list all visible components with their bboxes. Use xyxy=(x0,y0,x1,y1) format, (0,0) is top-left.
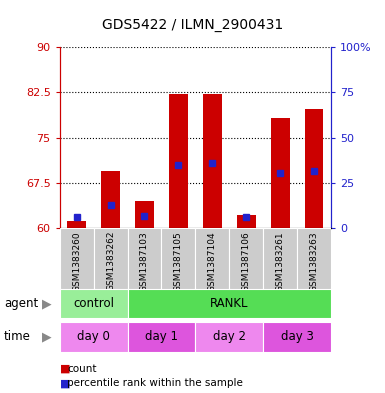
Text: ▶: ▶ xyxy=(42,297,52,310)
Text: day 0: day 0 xyxy=(77,331,110,343)
Bar xyxy=(127,228,161,289)
Bar xyxy=(60,322,127,352)
Text: agent: agent xyxy=(4,297,38,310)
Text: time: time xyxy=(4,331,31,343)
Text: count: count xyxy=(67,364,97,374)
Bar xyxy=(271,118,290,228)
Bar xyxy=(127,289,331,318)
Bar xyxy=(297,228,331,289)
Text: GSM1387105: GSM1387105 xyxy=(174,231,183,292)
Text: ▶: ▶ xyxy=(42,331,52,343)
Bar xyxy=(229,228,263,289)
Text: control: control xyxy=(73,297,114,310)
Bar xyxy=(67,221,86,228)
Text: day 3: day 3 xyxy=(281,331,314,343)
Text: GSM1383261: GSM1383261 xyxy=(276,231,285,292)
Bar xyxy=(195,228,229,289)
Text: GSM1383263: GSM1383263 xyxy=(310,231,319,292)
Text: GSM1383262: GSM1383262 xyxy=(106,231,115,292)
Text: RANKL: RANKL xyxy=(210,297,249,310)
Text: GSM1387103: GSM1387103 xyxy=(140,231,149,292)
Bar xyxy=(127,322,195,352)
Text: ■: ■ xyxy=(60,364,70,374)
Bar xyxy=(263,228,297,289)
Bar xyxy=(60,228,94,289)
Text: day 1: day 1 xyxy=(145,331,178,343)
Bar xyxy=(161,228,195,289)
Bar xyxy=(94,228,127,289)
Bar xyxy=(101,171,120,228)
Bar xyxy=(169,94,188,228)
Text: GSM1387106: GSM1387106 xyxy=(242,231,251,292)
Text: GDS5422 / ILMN_2900431: GDS5422 / ILMN_2900431 xyxy=(102,18,283,32)
Bar xyxy=(263,322,331,352)
Bar xyxy=(135,201,154,228)
Text: day 2: day 2 xyxy=(213,331,246,343)
Bar xyxy=(203,94,222,228)
Text: GSM1387104: GSM1387104 xyxy=(208,231,217,292)
Bar xyxy=(60,289,127,318)
Bar xyxy=(195,322,263,352)
Text: percentile rank within the sample: percentile rank within the sample xyxy=(67,378,243,388)
Text: ■: ■ xyxy=(60,378,70,388)
Text: GSM1383260: GSM1383260 xyxy=(72,231,81,292)
Bar xyxy=(305,108,323,228)
Bar xyxy=(237,215,256,228)
